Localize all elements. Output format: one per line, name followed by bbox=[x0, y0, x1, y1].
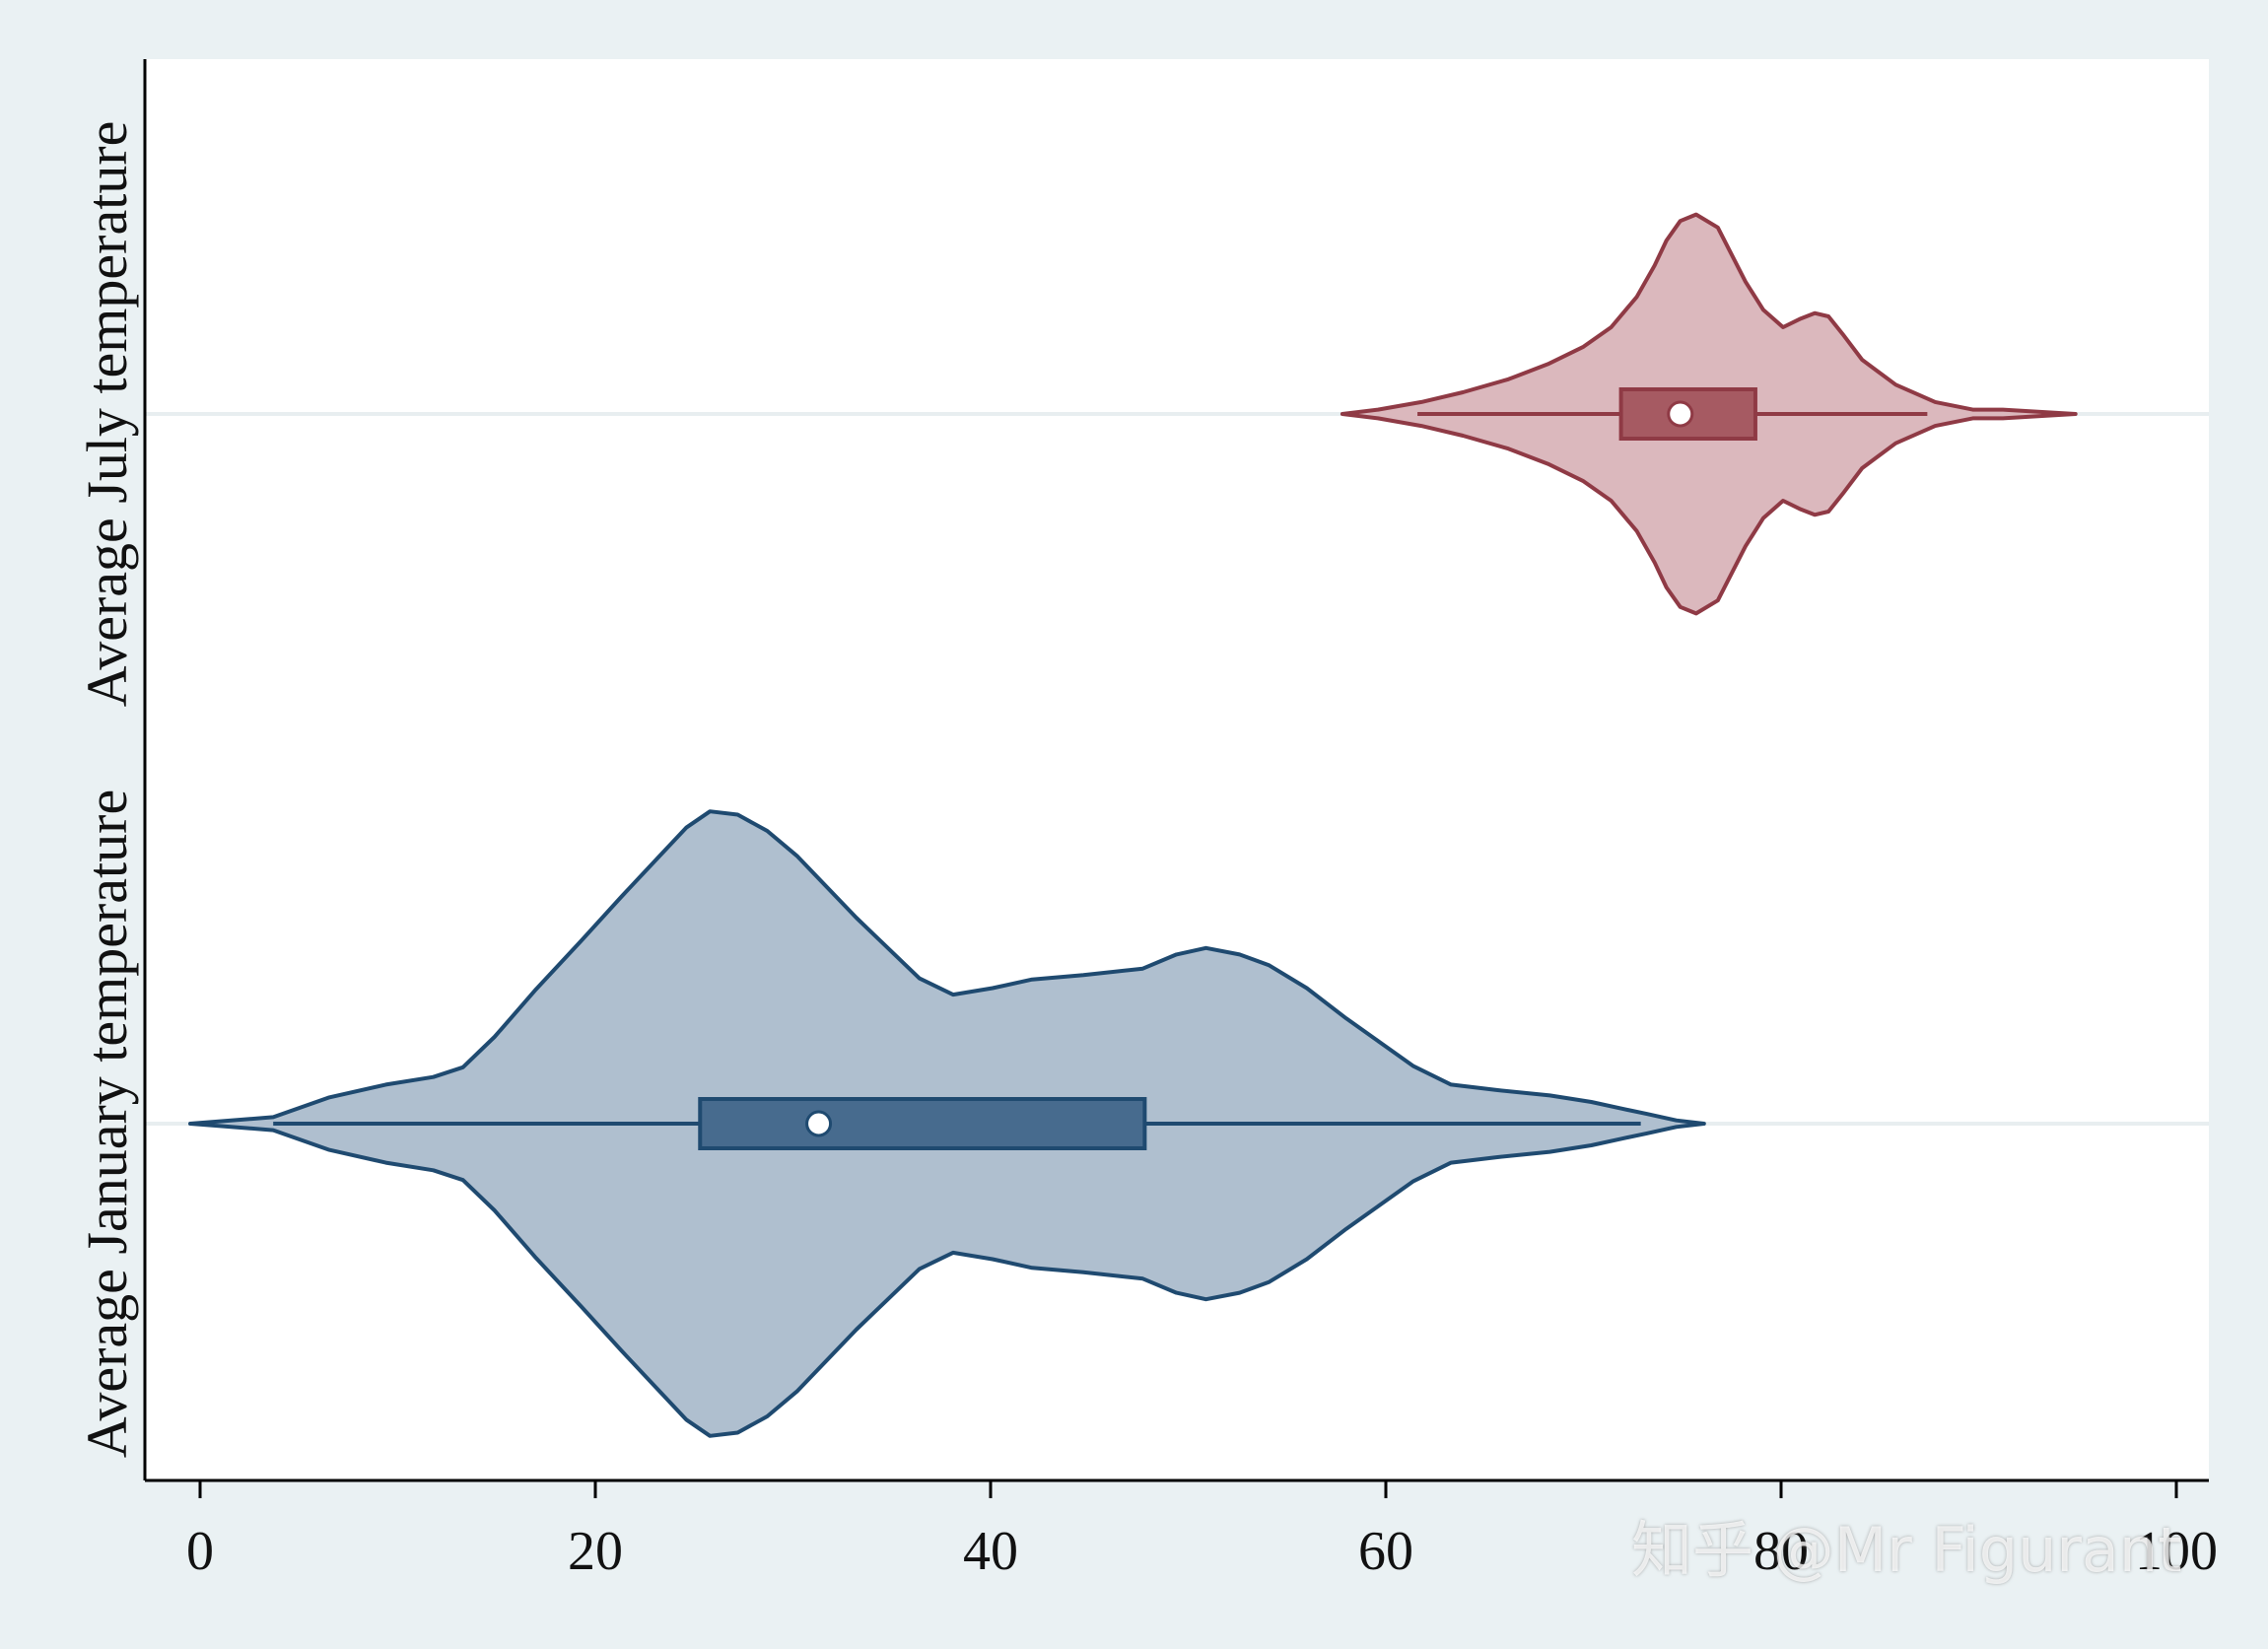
axes bbox=[143, 59, 2209, 1482]
x-tick-label: 0 bbox=[186, 1521, 214, 1582]
iqr-box bbox=[698, 1097, 1147, 1150]
x-tick-label: 20 bbox=[568, 1521, 623, 1582]
violin-january bbox=[188, 809, 1706, 1438]
median-marker bbox=[1667, 400, 1694, 428]
y-axis-category-labels: Average July temperature Average January … bbox=[75, 121, 139, 1459]
x-ticks: 0 20 40 60 80 100 bbox=[186, 1480, 2218, 1582]
y-category-label: Average July temperature bbox=[75, 121, 139, 708]
watermark-text: 知乎 @Mr Figurant bbox=[1631, 1514, 2182, 1586]
x-tick-label: 100 bbox=[2135, 1521, 2218, 1582]
violin-july bbox=[1340, 212, 2078, 616]
violins bbox=[188, 212, 2078, 1438]
x-tick-label: 40 bbox=[963, 1521, 1018, 1582]
median-marker bbox=[805, 1110, 833, 1137]
y-category-label: Average January temperature bbox=[75, 790, 139, 1458]
x-tick-label: 80 bbox=[1753, 1521, 1809, 1582]
x-tick-label: 60 bbox=[1358, 1521, 1413, 1582]
